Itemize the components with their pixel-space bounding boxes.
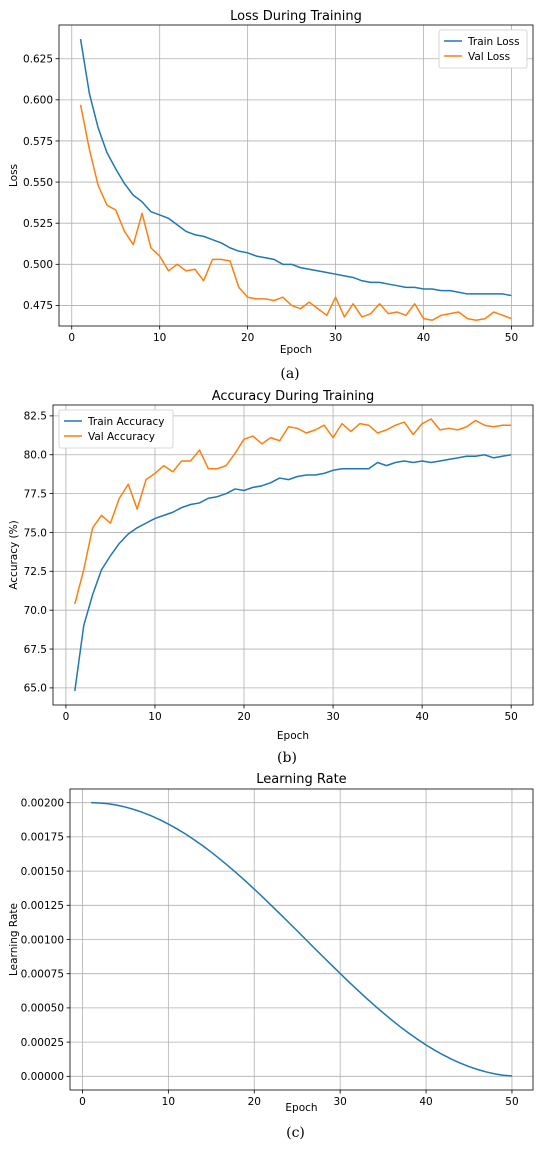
y-tick-label: 0.00200 [21, 797, 64, 809]
legend-label: Train Accuracy [87, 416, 164, 428]
plot-frame [58, 24, 534, 327]
x-axis-label: Epoch [280, 344, 312, 356]
y-tick-label: 0.575 [23, 136, 53, 148]
y-tick-label: 0.00100 [21, 934, 64, 946]
y-tick-label: 0.625 [23, 54, 53, 66]
series-line-val-loss [79, 104, 512, 321]
legend-label: Train Loss [467, 36, 520, 48]
x-tick-label: 30 [326, 711, 339, 723]
legend-box [58, 409, 174, 449]
x-tick-label: 40 [415, 711, 428, 723]
y-tick-label: 0.600 [23, 95, 53, 107]
x-tick-label: 50 [505, 1096, 518, 1108]
legend: Train Accuracy Val Accuracy [58, 409, 174, 449]
x-tick-label: 20 [241, 332, 254, 344]
panel-caption: (a) [280, 366, 299, 382]
x-tick-label: 30 [333, 1096, 346, 1108]
x-tick-label: 20 [237, 711, 250, 723]
chart-title: Loss During Training [230, 9, 362, 24]
chart-title: Learning Rate [256, 772, 346, 787]
x-axis-label: Epoch [277, 730, 309, 742]
x-tick-label: 10 [162, 1096, 175, 1108]
y-tick-label: 67.5 [24, 644, 47, 656]
y-tick-label: 72.5 [24, 566, 47, 578]
y-tick-label: 0.00125 [21, 900, 64, 912]
legend-label: Val Accuracy [88, 431, 155, 443]
chart-title: Accuracy During Training [212, 389, 375, 404]
y-tick-label: 0.00175 [21, 832, 64, 844]
x-axis-label: Epoch [285, 1102, 317, 1114]
y-tick-label: 0.475 [23, 300, 53, 312]
y-tick-label: 0.00025 [21, 1037, 64, 1049]
chart-panel-3: 0 10 20 30 40 50 0.00000 0.00025 0.00050 0.00075 0… [8, 772, 534, 1141]
y-tick-label: 0.500 [23, 259, 53, 271]
chart-panel-1: 0 10 20 30 40 50 0.475 0.500 0.525 0.550 0.575 0.60… [8, 9, 534, 382]
series-line-train-accuracy [74, 453, 512, 692]
x-tick-label: 0 [63, 711, 70, 723]
x-tick-label: 50 [504, 711, 517, 723]
y-axis-label: Loss [8, 164, 20, 187]
x-tick-label: 40 [419, 1096, 432, 1108]
chart-panel-2: 0 10 20 30 40 50 65.0 67.5 70.0 72.5 75.0 77.5 80.0 8… [8, 389, 534, 766]
y-axis-label: Learning Rate [8, 903, 20, 976]
x-tick-label: 10 [148, 711, 161, 723]
x-tick-label: 50 [505, 332, 518, 344]
series-line-train-loss [79, 38, 512, 297]
legend-box [438, 29, 528, 69]
y-axis-label: Accuracy (%) [8, 520, 20, 589]
y-tick-label: 0.00075 [21, 969, 64, 981]
legend-label: Val Loss [468, 51, 510, 63]
y-tick-label: 0.525 [23, 218, 53, 230]
x-tick-label: 40 [417, 332, 430, 344]
x-tick-label: 20 [248, 1096, 261, 1108]
y-tick-label: 0.00150 [21, 866, 64, 878]
y-tick-label: 0.00050 [21, 1003, 64, 1015]
panel-caption: (b) [277, 750, 297, 766]
x-tick-label: 30 [329, 332, 342, 344]
y-tick-label: 77.5 [24, 488, 47, 500]
y-tick-label: 0.00000 [21, 1071, 64, 1083]
series-line-learning-rate [91, 801, 513, 1077]
y-tick-label: 65.0 [24, 683, 47, 695]
y-tick-label: 75.0 [24, 527, 47, 539]
x-tick-label: 10 [153, 332, 166, 344]
legend: Train Loss Val Loss [438, 29, 528, 69]
y-tick-label: 82.5 [24, 411, 47, 423]
y-tick-label: 70.0 [24, 605, 47, 617]
x-tick-label: 0 [68, 332, 75, 344]
plot-frame [52, 404, 534, 706]
y-tick-label: 80.0 [24, 450, 47, 462]
series-line-val-accuracy [74, 418, 512, 605]
panel-caption: (c) [286, 1125, 305, 1141]
x-tick-label: 0 [79, 1096, 86, 1108]
y-tick-label: 0.550 [23, 177, 53, 189]
